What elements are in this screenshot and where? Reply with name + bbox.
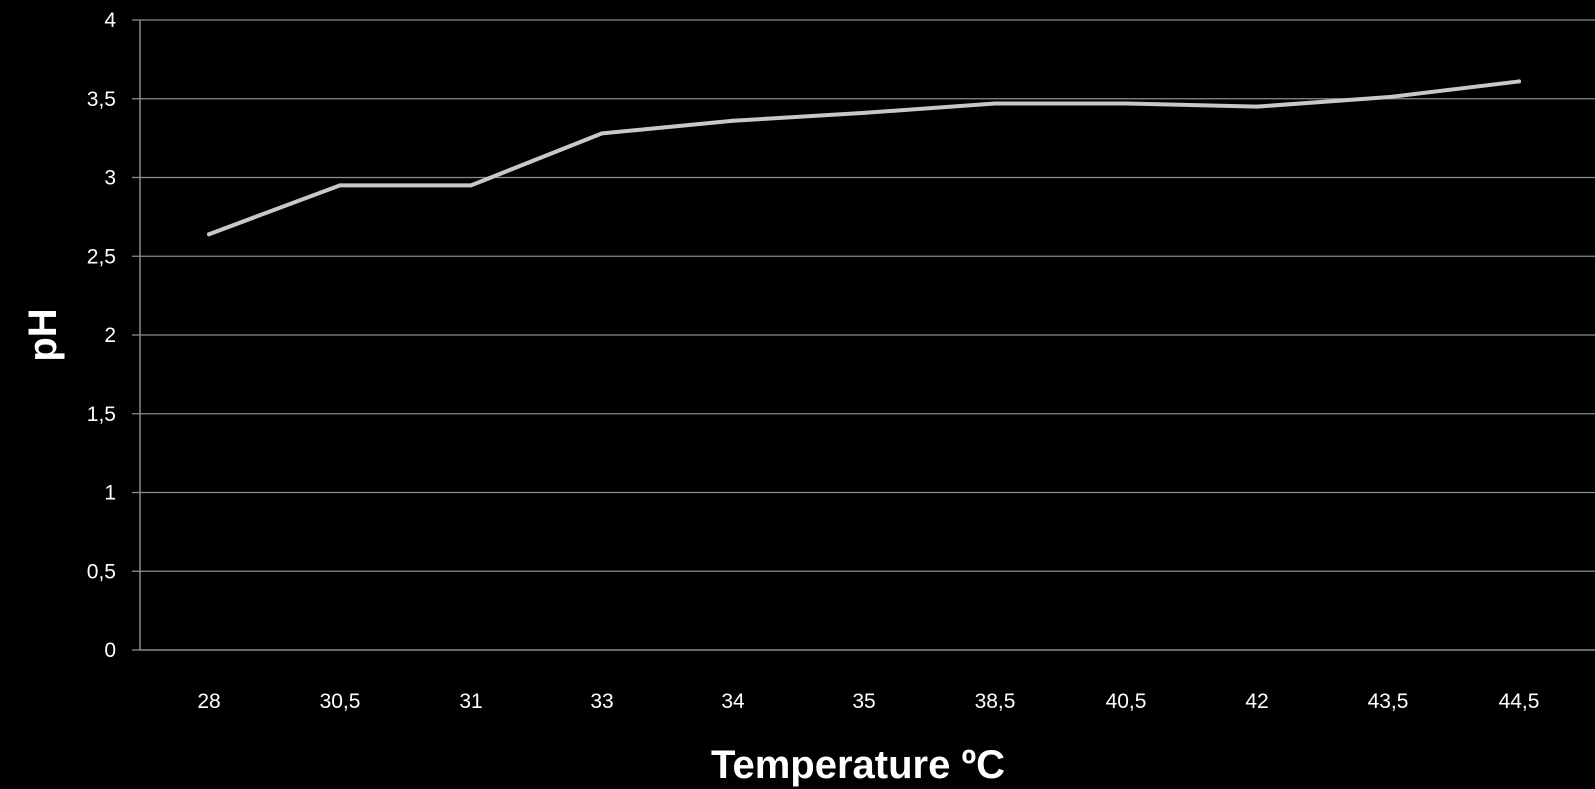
y-tick-label: 1,5 bbox=[87, 403, 116, 426]
y-axis-title: pH bbox=[21, 308, 65, 361]
x-tick-label: 35 bbox=[852, 690, 875, 713]
x-tick-label: 31 bbox=[459, 690, 482, 713]
data-point bbox=[600, 131, 604, 136]
data-point bbox=[338, 183, 342, 188]
data-point bbox=[1517, 79, 1521, 84]
x-tick-label: 42 bbox=[1245, 690, 1268, 713]
x-tick-label: 30,5 bbox=[320, 690, 361, 713]
y-tick-label: 4 bbox=[104, 9, 116, 32]
y-tick-label: 3 bbox=[104, 167, 116, 190]
data-point bbox=[731, 118, 735, 123]
x-tick-label: 38,5 bbox=[975, 690, 1016, 713]
data-point bbox=[1255, 104, 1259, 109]
y-tick-label: 2 bbox=[104, 324, 116, 347]
y-tick-label: 2,5 bbox=[87, 245, 116, 268]
x-tick-label: 40,5 bbox=[1106, 690, 1147, 713]
data-point bbox=[1386, 95, 1390, 100]
x-tick-label: 28 bbox=[197, 690, 220, 713]
x-tick-label: 43,5 bbox=[1368, 690, 1409, 713]
x-tick-label: 34 bbox=[721, 690, 745, 713]
x-axis: 28 30,5 31 33 34 35 38,5 40,5 42 43,5 44,5 bbox=[140, 649, 1595, 713]
y-axis: 0 0,5 1 1,5 2 2,5 3 3,5 4 bbox=[87, 9, 141, 662]
x-axis-title: Temperature ºC bbox=[711, 743, 1005, 787]
x-tick-label: 44,5 bbox=[1499, 690, 1540, 713]
data-point bbox=[469, 183, 473, 188]
data-point bbox=[1124, 101, 1128, 106]
data-point bbox=[207, 232, 211, 237]
data-point bbox=[862, 110, 866, 115]
x-tick-label: 33 bbox=[590, 690, 613, 713]
data-point bbox=[993, 101, 997, 106]
series-group bbox=[207, 79, 1521, 237]
y-tick-label: 1 bbox=[104, 482, 116, 505]
y-tick-label: 0 bbox=[104, 639, 116, 662]
y-tick-label: 3,5 bbox=[87, 88, 116, 111]
y-tick-label: 0,5 bbox=[87, 560, 116, 583]
